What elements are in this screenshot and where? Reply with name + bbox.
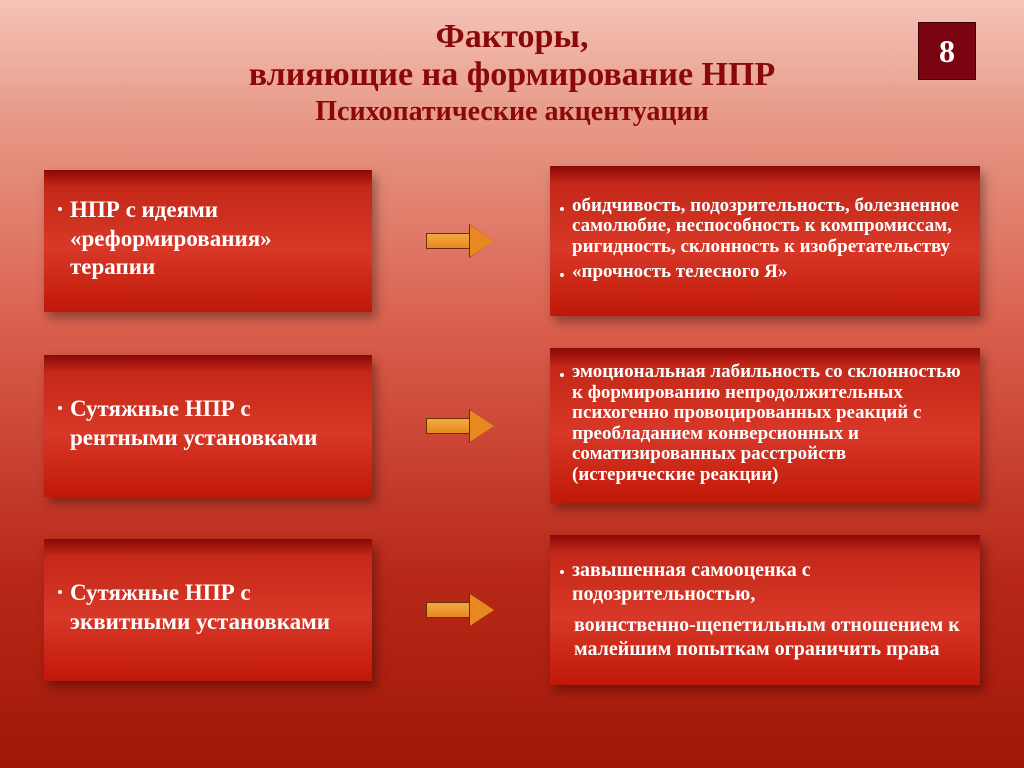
- title-line-2: влияющие на формирование НПР: [0, 56, 1024, 94]
- left-text-3: Сутяжные НПР с эквитными установками: [70, 579, 360, 637]
- subtitle: Психопатические акцентуации: [0, 96, 1024, 128]
- right-box-2: эмоциональная лабильность со склонностью…: [550, 348, 980, 503]
- right-box-1: обидчивость, подозрительность, болезненн…: [550, 166, 980, 316]
- left-text-1: НПР с идеями «реформирования» терапии: [70, 196, 360, 282]
- right-text-3b: воинственно-щепетильным отношением к мал…: [574, 614, 968, 661]
- page-number: 8: [939, 33, 955, 70]
- slide-header: Факторы, влияющие на формирование НПР Пс…: [0, 0, 1024, 128]
- row-2: Сутяжные НПР с рентными установками эмоц…: [44, 348, 980, 503]
- arrow-icon: [426, 594, 496, 626]
- left-box-1: НПР с идеями «реформирования» терапии: [44, 170, 372, 312]
- page-number-badge: 8: [918, 22, 976, 80]
- bullet-icon: [560, 373, 564, 377]
- right-text-3a: завышенная самооценка с подозрительность…: [572, 559, 968, 606]
- arrow-wrap-1: [372, 225, 550, 257]
- left-text-2: Сутяжные НПР с рентными установками: [70, 395, 360, 453]
- arrow-wrap-3: [372, 594, 550, 626]
- arrow-icon: [426, 410, 496, 442]
- bullet-icon: [560, 207, 564, 211]
- arrow-wrap-2: [372, 410, 550, 442]
- bullet-icon: [58, 207, 62, 211]
- right-text-1a: обидчивость, подозрительность, болезненн…: [572, 196, 968, 258]
- arrow-icon: [426, 225, 496, 257]
- content-rows: НПР с идеями «реформирования» терапии об…: [0, 166, 1024, 685]
- bullet-icon: [58, 406, 62, 410]
- left-box-2: Сутяжные НПР с рентными установками: [44, 355, 372, 497]
- right-box-3: завышенная самооценка с подозрительность…: [550, 535, 980, 685]
- bullet-icon: [560, 273, 564, 277]
- row-1: НПР с идеями «реформирования» терапии об…: [44, 166, 980, 316]
- row-3: Сутяжные НПР с эквитными установками зав…: [44, 535, 980, 685]
- bullet-icon: [560, 570, 564, 574]
- title-line-1: Факторы,: [0, 18, 1024, 56]
- right-text-1b: «прочность телесного Я»: [572, 262, 787, 283]
- bullet-icon: [58, 590, 62, 594]
- right-text-2: эмоциональная лабильность со склонностью…: [572, 362, 968, 485]
- left-box-3: Сутяжные НПР с эквитными установками: [44, 539, 372, 681]
